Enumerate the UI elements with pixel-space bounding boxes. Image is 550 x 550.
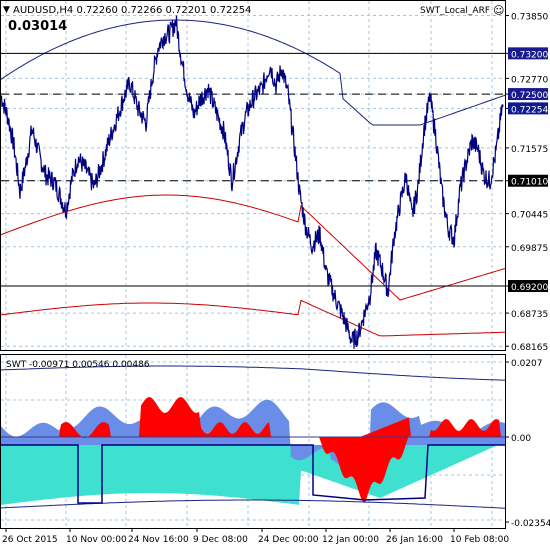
red-area-top (1, 397, 505, 438)
price-tag (508, 88, 548, 101)
price-label: 0.68165 (511, 343, 548, 353)
price-tag (508, 47, 548, 60)
time-label: 12 Jan 00:00 (322, 535, 379, 545)
price-label: 0.72770 (511, 75, 548, 85)
time-label: 24 Nov 16:00 (128, 535, 189, 545)
time-label: 10 Feb 08:00 (450, 535, 509, 545)
indicator-name: SWT_Local_ARF (420, 6, 490, 16)
price-label: 0.72254 (511, 105, 548, 115)
price-label: 0.69200 (511, 283, 548, 293)
big-value: 0.03014 (8, 19, 67, 34)
sub-header: SWT -0.00971 0.00546 0.00486 (6, 360, 150, 370)
price-label: 0.69875 (511, 244, 548, 254)
price-line (0, 15, 504, 349)
time-axis: 26 Oct 2015 10 Nov 00:00 24 Nov 16:00 9 Dec… (2, 528, 509, 545)
sub-label: -0.02354 (511, 519, 550, 529)
swt-step-line (1, 444, 505, 504)
collapse-arrow-icon[interactable]: ▼ (3, 5, 10, 15)
upper-band (0, 19, 506, 126)
main-panel[interactable] (0, 0, 506, 351)
time-label: 10 Nov 00:00 (66, 535, 127, 545)
price-tag (508, 280, 548, 293)
price-label: 0.71575 (511, 145, 548, 155)
time-label: 9 Dec 08:00 (193, 535, 248, 545)
price-axis: 0.73850 0.73200 0.72770 0.72500 0.72254 0.715… (505, 13, 548, 353)
price-label: 0.72500 (511, 91, 548, 101)
time-label: 24 Dec 00:00 (258, 535, 319, 545)
bands (0, 19, 506, 337)
swt-top-line (0, 365, 505, 381)
swt-bottom-line (0, 499, 506, 509)
swt-lines (0, 365, 506, 509)
sub-label: 0.0207 (511, 359, 543, 369)
price-series (0, 15, 504, 349)
price-tag (508, 102, 548, 115)
price-label: 0.73850 (511, 13, 548, 23)
smiley-icon[interactable]: ☺ (493, 4, 504, 17)
price-label: 0.68735 (511, 310, 548, 320)
time-label: 26 Oct 2015 (2, 535, 58, 545)
middle-band (0, 194, 506, 301)
price-label: 0.71010 (511, 178, 548, 188)
red-area-bottom (1, 417, 505, 503)
price-tag (508, 174, 548, 187)
indicator-axis: 0.0207 0.00 -0.02354 (505, 359, 550, 529)
price-label: 0.73200 (511, 50, 548, 60)
time-label: 26 Jan 16:00 (386, 535, 443, 545)
lower-band (0, 299, 505, 337)
sub-label: 0.00 (511, 434, 531, 444)
symbol-line: AUDUSD,H4 0.72260 0.72266 0.72201 0.7225… (13, 5, 251, 16)
price-label: 0.70445 (511, 211, 548, 221)
swt-histogram (1, 397, 505, 505)
